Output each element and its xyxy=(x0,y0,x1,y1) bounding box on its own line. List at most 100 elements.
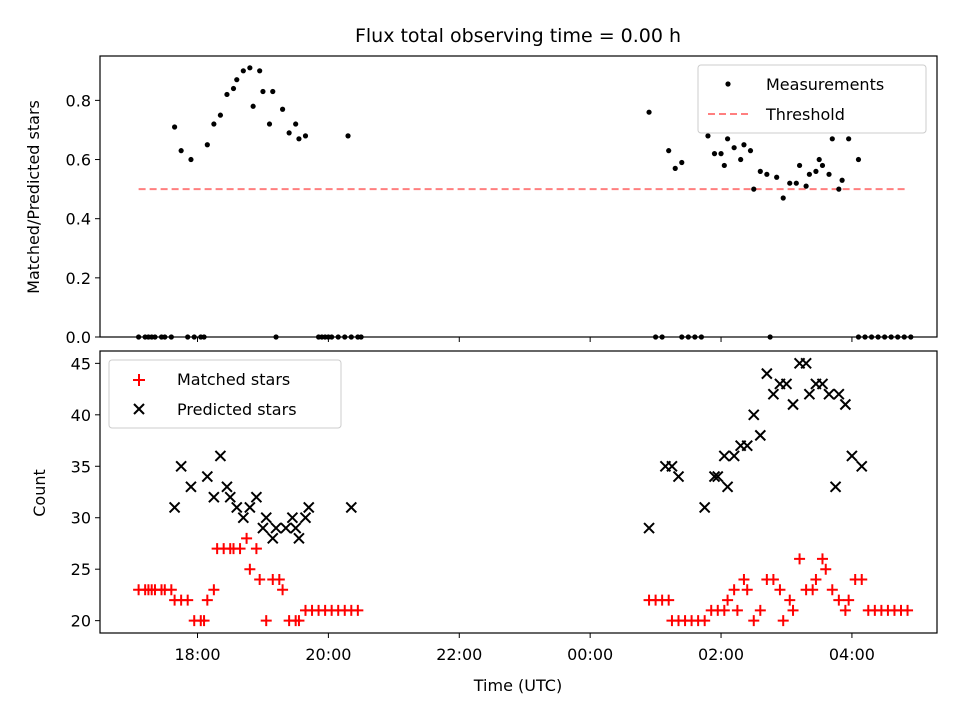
predicted-stars-marker xyxy=(816,378,829,390)
matched-stars-marker xyxy=(728,584,740,596)
measurement-point xyxy=(234,77,240,83)
predicted-stars-marker xyxy=(698,501,711,514)
matched-stars-marker xyxy=(198,615,210,627)
matched-stars-marker xyxy=(352,604,364,616)
top-legend-box xyxy=(697,64,927,134)
x-tick-label: 00:00 xyxy=(567,645,613,664)
matched-stars-marker xyxy=(856,573,868,585)
predicted-stars-marker xyxy=(257,522,269,534)
measurement-point xyxy=(266,121,273,127)
bottom-y-axis: 20 25 30 35 40 45 xyxy=(71,354,100,631)
measurement-point xyxy=(260,88,266,95)
predicted-stars-marker xyxy=(280,522,292,534)
measurement-point xyxy=(819,162,826,169)
predicted-stars-marker xyxy=(780,378,793,390)
measurement-point xyxy=(780,195,786,201)
matched-stars-marker xyxy=(165,584,177,596)
matched-stars-marker xyxy=(254,573,266,585)
matched-stars-marker xyxy=(293,615,305,627)
measurement-point xyxy=(738,156,744,163)
matched-stars-marker xyxy=(201,594,213,606)
predicted-stars-marker xyxy=(643,522,655,534)
top-y-tick-label: 0.6 xyxy=(66,151,91,170)
measurement-point xyxy=(172,124,178,130)
predicted-legend-marker xyxy=(133,403,145,415)
matched-stars-marker xyxy=(182,594,194,606)
top-plot: 0.00.20.40.60.8 Matched/Predicted stars … xyxy=(24,55,938,347)
matched-stars-marker xyxy=(241,532,253,544)
matched-stars-marker xyxy=(807,584,819,596)
top-plot-frame xyxy=(99,55,938,338)
matched-legend-marker xyxy=(133,374,145,386)
measurement-point xyxy=(188,156,194,163)
predicted-stars-marker xyxy=(244,501,256,514)
measurement-point xyxy=(250,103,256,109)
top-y-axis-label: Matched/Predicted stars xyxy=(24,100,43,294)
top-y-tick-label: 0.8 xyxy=(66,91,91,110)
measurement-point xyxy=(286,130,292,136)
predicted-stars-marker xyxy=(299,512,312,524)
matched-stars-marker xyxy=(722,594,734,606)
measurement-point xyxy=(672,165,678,171)
bottom-plot: 20 25 30 35 40 45 18:00 20:00 22:00 00:00 02:00 04… xyxy=(30,350,938,695)
predicted-stars-marker xyxy=(267,532,279,545)
bottom-y-tick-label: 40 xyxy=(71,406,91,425)
predicted-stars-marker xyxy=(748,409,760,421)
predicted-stars-marker xyxy=(800,357,812,370)
matched-stars-marker xyxy=(816,553,828,565)
measurement-point xyxy=(826,171,832,177)
predicted-stars-marker xyxy=(224,491,236,503)
x-tick-label: 02:00 xyxy=(698,645,744,664)
measurement-point xyxy=(816,156,822,163)
measurement-point xyxy=(803,183,809,189)
predicted-stars-marker xyxy=(712,470,724,483)
predicted-stars-marker xyxy=(741,439,753,452)
predicted-stars-marker xyxy=(856,460,868,472)
measurement-point xyxy=(270,88,276,95)
predicted-stars-marker xyxy=(168,501,181,514)
measurement-point xyxy=(787,180,793,186)
measurement-point xyxy=(296,136,302,142)
measurement-point xyxy=(731,145,737,151)
measurement-point xyxy=(247,65,253,71)
predicted-stars-marker xyxy=(708,470,721,483)
measurement-point xyxy=(813,168,819,174)
measurement-point xyxy=(240,68,246,74)
measurements-legend-marker xyxy=(725,81,731,87)
matched-stars-marker xyxy=(273,573,285,585)
measurement-point xyxy=(724,136,731,142)
predicted-stars-marker xyxy=(803,388,816,400)
predicted-stars-marker xyxy=(208,491,220,503)
bottom-y-tick-label: 20 xyxy=(71,612,91,631)
bottom-legend: Matched stars Predicted stars xyxy=(108,359,342,429)
bottom-y-tick-label: 45 xyxy=(71,354,91,373)
predicted-stars-marker xyxy=(221,481,233,493)
measurement-point xyxy=(257,68,263,74)
bottom-x-axis: 18:00 20:00 22:00 00:00 02:00 04:00 xyxy=(174,633,875,664)
predicted-stars-marker xyxy=(846,450,858,462)
measurement-point xyxy=(345,133,351,139)
predicted-stars-marker xyxy=(286,512,299,524)
bottom-y-tick-label: 35 xyxy=(71,457,91,476)
matched-stars-marker xyxy=(208,584,220,596)
measurement-point xyxy=(751,186,757,192)
measurement-point xyxy=(741,142,747,148)
x-tick-label: 20:00 xyxy=(305,645,351,664)
x-tick-label: 18:00 xyxy=(174,645,220,664)
measurement-point xyxy=(836,186,842,192)
matched-stars-marker xyxy=(754,604,766,616)
bottom-marks xyxy=(133,357,914,627)
bottom-y-tick-label: 25 xyxy=(71,560,91,579)
matched-stars-marker xyxy=(826,584,838,596)
measurement-point xyxy=(721,162,727,169)
matched-stars-marker xyxy=(777,615,789,627)
measurement-point xyxy=(279,106,286,112)
x-axis-label: Time (UTC) xyxy=(473,676,562,695)
predicted-stars-marker xyxy=(829,481,842,493)
measurement-point xyxy=(211,121,217,127)
predicted-stars-marker xyxy=(767,388,780,400)
predicted-stars-marker xyxy=(823,388,835,400)
threshold-legend-label: Threshold xyxy=(765,105,845,124)
measurement-point xyxy=(302,133,309,139)
measurement-point xyxy=(829,136,835,142)
